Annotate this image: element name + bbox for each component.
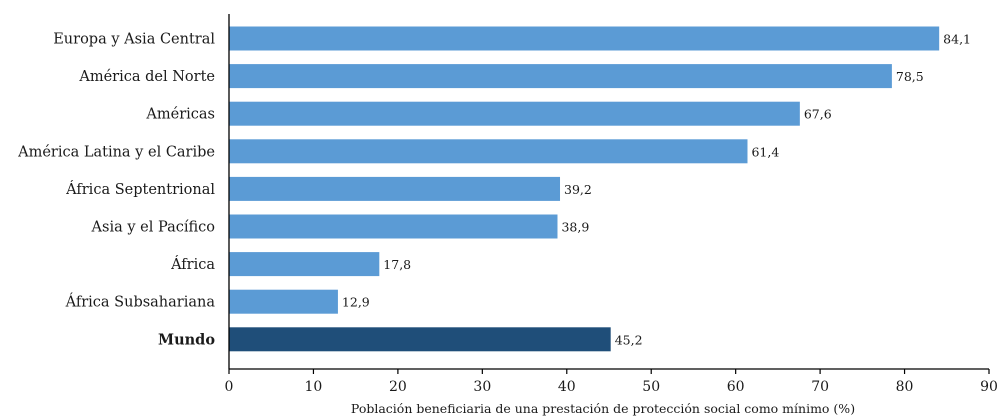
x-tick-label: 0 (225, 379, 234, 395)
bar-america-del-norte (229, 64, 892, 89)
value-label: 84,1 (943, 32, 971, 47)
category-label: África (170, 255, 215, 273)
category-label: América Latina y el Caribe (17, 144, 215, 160)
category-label: África Septentrional (65, 180, 215, 198)
bar-americas (229, 101, 800, 126)
category-label: Europa y Asia Central (53, 32, 215, 48)
x-tick-label: 40 (558, 379, 576, 395)
x-tick-label: 60 (727, 379, 745, 395)
x-tick-label: 50 (642, 379, 660, 395)
x-tick-label: 20 (389, 379, 407, 395)
bars-layer (229, 26, 940, 352)
x-tick-label: 30 (473, 379, 491, 395)
value-label: 78,5 (896, 69, 924, 84)
x-tick-label: 10 (305, 379, 323, 395)
category-label: África Subsahariana (65, 293, 216, 311)
x-axis-title: Población beneficiaria de una prestación… (351, 401, 855, 416)
value-label: 45,2 (615, 332, 643, 347)
value-label: 67,6 (804, 107, 832, 122)
bar-mundo (229, 327, 611, 352)
category-label: Mundo (158, 331, 215, 348)
bar-europa-y-asia-central (229, 26, 940, 51)
x-tick-label: 70 (811, 379, 829, 395)
value-label: 39,2 (564, 182, 592, 197)
bar-africa-subsahariana (229, 289, 338, 314)
value-label: 38,9 (561, 220, 589, 235)
value-label: 17,8 (383, 257, 411, 272)
category-label: Asia y el Pacífico (91, 220, 215, 236)
value-label: 12,9 (342, 295, 370, 310)
x-axis-ticks: 0 10 20 30 40 50 60 70 80 90 (225, 369, 998, 395)
bar-africa (229, 252, 380, 277)
value-labels: 84,1 78,5 67,6 61,4 39,2 38,9 17,8 12,9 45,2 (342, 32, 971, 348)
category-label: América del Norte (78, 69, 215, 85)
category-label: Américas (145, 107, 215, 123)
category-labels: Europa y Asia Central América del Norte Am… (17, 32, 215, 349)
bar-america-latina-y-el-caribe (229, 139, 748, 164)
value-label: 61,4 (751, 144, 779, 159)
bar-africa-septentrional (229, 176, 561, 201)
bar-asia-y-el-pacifico (229, 214, 558, 239)
x-tick-label: 90 (980, 379, 998, 395)
x-tick-label: 80 (896, 379, 914, 395)
